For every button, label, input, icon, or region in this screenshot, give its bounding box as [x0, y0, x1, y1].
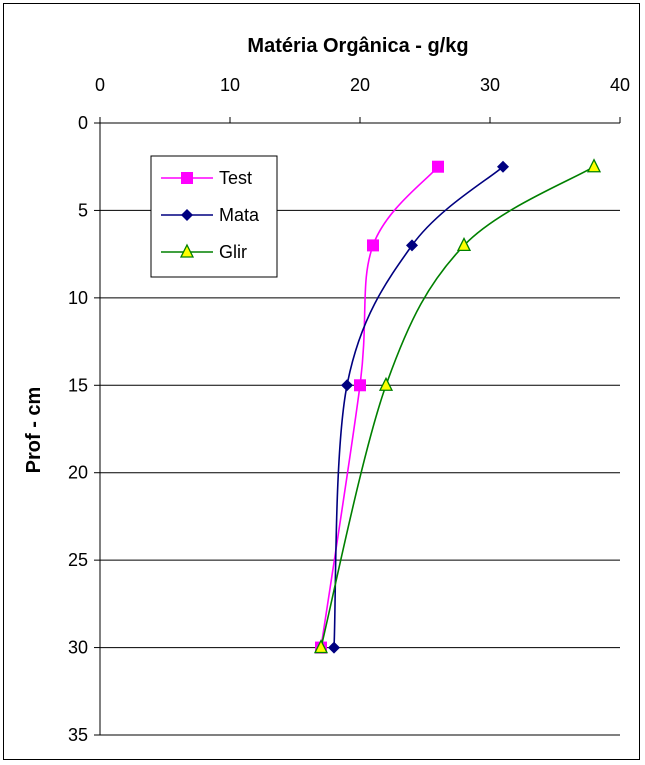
- legend-item-test: Test: [161, 168, 252, 188]
- x-tick-label: 20: [350, 75, 370, 95]
- y-tick-label: 10: [68, 288, 88, 308]
- x-tick-label: 30: [480, 75, 500, 95]
- axes: 0 5 10 15 20 25 30 35 0 10 20 30 40: [68, 75, 630, 745]
- legend-label-glir: Glir: [219, 242, 247, 262]
- series-line-test: [320, 166, 439, 648]
- chart-frame: [3, 3, 640, 760]
- data-point-mata-marker: [497, 160, 509, 173]
- legend-box: [150, 155, 278, 278]
- data-point-glir-marker: [586, 158, 602, 173]
- data-point-glir-marker: [456, 236, 472, 252]
- legend-glir-marker: [179, 243, 195, 258]
- data-point-mata-marker: [406, 239, 418, 252]
- y-tick-label: 20: [68, 463, 88, 483]
- y-axis-label: Prof - cm: [23, 387, 45, 474]
- series-test: [315, 160, 444, 654]
- y-tick-label: 5: [78, 200, 88, 220]
- data-point-glir-marker: [378, 376, 394, 391]
- series-group: [313, 158, 602, 654]
- data-point-test-marker: [354, 379, 366, 392]
- data-point-test-marker: [367, 239, 379, 252]
- legend-test-marker: [181, 172, 193, 184]
- legend-label-test: Test: [219, 168, 252, 188]
- series-glir: [313, 158, 602, 654]
- data-point-mata-marker: [341, 379, 353, 392]
- y-tick-label: 25: [68, 550, 88, 570]
- gridlines: [100, 209, 620, 736]
- y-tick-label: 0: [78, 113, 88, 133]
- x-tick-label: 40: [610, 75, 630, 95]
- x-tick-label: 0: [95, 75, 105, 95]
- x-tick-label: 10: [220, 75, 240, 95]
- y-tick-label: 35: [68, 725, 88, 745]
- series-line-glir: [320, 166, 595, 648]
- legend-item-mata: Mata: [161, 205, 260, 225]
- series-line-mata: [333, 166, 504, 648]
- legend: Test Mata Glir: [150, 155, 278, 278]
- data-point-glir-marker: [313, 639, 329, 654]
- legend-item-glir: Glir: [161, 242, 247, 262]
- legend-mata-marker: [181, 209, 193, 221]
- legend-label-mata: Mata: [219, 205, 260, 225]
- series-mata: [328, 160, 509, 654]
- y-tick-label: 30: [68, 638, 88, 658]
- chart-title: Matéria Orgânica - g/kg: [247, 35, 468, 57]
- data-point-test-marker: [432, 160, 444, 173]
- data-point-mata-marker: [328, 641, 340, 654]
- y-tick-label: 15: [68, 375, 88, 395]
